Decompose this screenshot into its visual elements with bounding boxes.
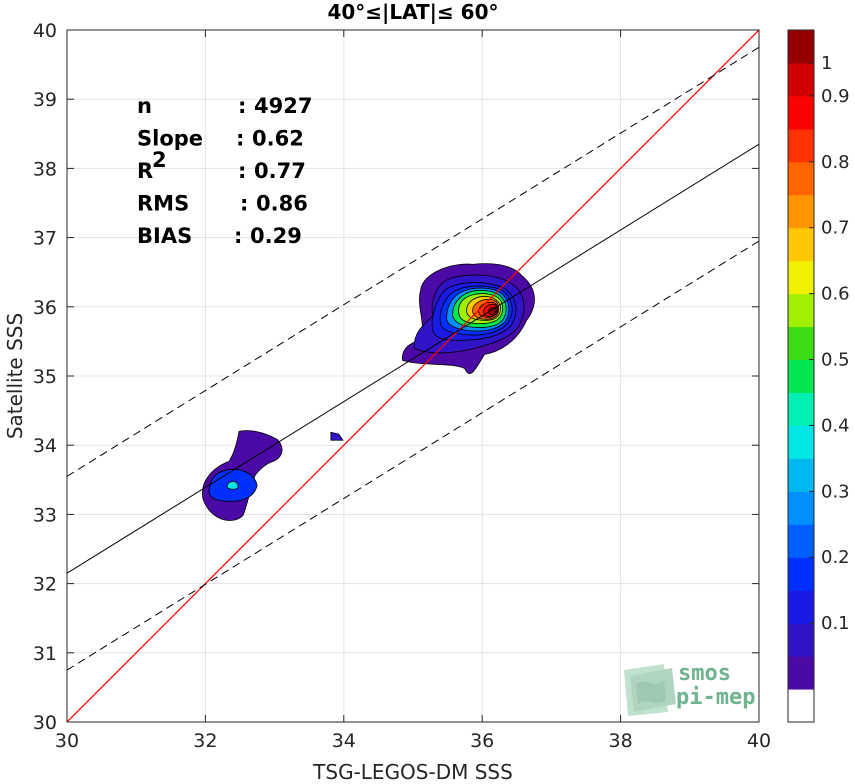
contour-level — [226, 480, 239, 490]
colorbar-segment — [788, 128, 814, 163]
colorbar-segment — [788, 524, 814, 558]
x-tick-label: 32 — [193, 730, 217, 752]
colorbar-segment — [788, 30, 814, 64]
colorbar-segment — [788, 689, 814, 723]
colorbar-tick-label: 0.8 — [821, 152, 850, 173]
colorbar-tick-label: 1 — [821, 53, 832, 74]
colorbar-segment — [788, 590, 814, 624]
colorbar-frame — [787, 29, 815, 723]
y-tick-label: 30 — [33, 712, 57, 734]
y-tick-label: 35 — [33, 366, 57, 388]
colorbar-tick-label: 0.5 — [821, 350, 850, 371]
y-axis-label: Satellite SSS — [3, 313, 27, 439]
colorbar-segment — [788, 227, 814, 262]
stat-value: 0.77 — [254, 159, 306, 183]
x-axis-ticks: 30 32 34 36 38 40 — [55, 30, 771, 752]
cluster-36 — [402, 263, 535, 374]
colorbar: 0.1 0.2 0.3 0.4 0.5 0.6 0.7 0.8 0.9 1 — [787, 29, 850, 723]
stat-label: n — [137, 94, 152, 118]
colorbar-segment — [788, 623, 814, 657]
watermark-line-1: smos — [678, 661, 731, 686]
reference-lines — [67, 30, 759, 722]
grid — [66, 29, 760, 723]
colorbar-tick-label: 0.4 — [821, 415, 850, 436]
colorbar-tick-label: 0.1 — [821, 613, 850, 634]
x-axis-label: TSG-LEGOS-DM SSS — [312, 760, 513, 784]
colorbar-tick-label: 0.2 — [821, 547, 850, 568]
density-contours — [201, 263, 535, 521]
y-tick-label: 34 — [33, 435, 57, 457]
y-tick-label: 31 — [33, 643, 57, 665]
stat-value: 0.62 — [252, 127, 304, 151]
stat-separator: : — [238, 94, 246, 118]
colorbar-segment — [788, 62, 814, 97]
colorbar-segment — [788, 326, 814, 361]
stat-superscript: 2 — [152, 148, 167, 172]
y-tick-label: 36 — [33, 297, 57, 319]
colorbar-tick-label: 0.6 — [821, 284, 850, 305]
colorbar-tick-label: 0.9 — [821, 86, 850, 107]
stat-value: 4927 — [254, 94, 312, 118]
colorbar-segment — [788, 95, 814, 130]
colorbar-tick-label: 0.7 — [821, 218, 850, 239]
x-tick-label: 30 — [55, 730, 79, 752]
colorbar-segment — [788, 392, 814, 426]
upper-bound-line — [67, 46, 759, 477]
colorbar-segment — [788, 557, 814, 591]
colorbar-tick-label: 0.3 — [821, 481, 850, 502]
y-tick-label: 39 — [33, 89, 57, 111]
contour-level — [488, 306, 497, 315]
stat-label: Slope — [137, 127, 203, 151]
y-tick-label: 40 — [33, 20, 57, 42]
y-tick-label: 38 — [33, 158, 57, 180]
lower-bound-line — [67, 240, 759, 671]
colorbar-segment — [788, 194, 814, 229]
x-tick-label: 34 — [332, 730, 356, 752]
stat-separator: : — [240, 192, 248, 216]
identity-line — [67, 30, 759, 722]
stat-label: R — [137, 159, 153, 183]
regression-line — [67, 143, 759, 574]
stat-value: 0.29 — [250, 224, 302, 248]
x-tick-label: 40 — [747, 730, 771, 752]
colorbar-segment — [788, 425, 814, 459]
colorbar-segment — [788, 458, 814, 492]
colorbar-segment — [788, 491, 814, 525]
colorbar-segment — [788, 293, 814, 328]
colorbar-segment — [788, 260, 814, 295]
stat-separator: : — [236, 127, 244, 151]
colorbar-segment — [788, 161, 814, 196]
y-tick-label: 32 — [33, 574, 57, 596]
x-tick-label: 38 — [609, 730, 633, 752]
stat-separator: : — [234, 224, 242, 248]
x-tick-label: 36 — [470, 730, 494, 752]
y-tick-label: 33 — [33, 504, 57, 526]
stat-label: BIAS — [137, 224, 192, 248]
cluster-34 — [330, 431, 344, 441]
colorbar-segment — [788, 656, 814, 690]
y-axis-ticks: 30 31 32 33 34 35 36 37 38 39 40 — [33, 20, 759, 734]
stats-box: n: 4927 Slope: 0.62 R2: 0.77 RMS: 0.86 BIAS:… — [137, 94, 312, 248]
chart-title: 40°≤|LAT|≤ 60° — [327, 0, 498, 24]
colorbar-segment — [788, 359, 814, 393]
stat-label: RMS — [137, 192, 189, 216]
watermark-line-2: pi-mep — [676, 685, 755, 710]
contour-level — [330, 431, 344, 441]
y-tick-label: 37 — [33, 228, 57, 250]
stat-value: 0.86 — [256, 192, 308, 216]
smos-pi-mep-logo: smos pi-mep — [624, 661, 755, 716]
stat-separator: : — [238, 159, 246, 183]
